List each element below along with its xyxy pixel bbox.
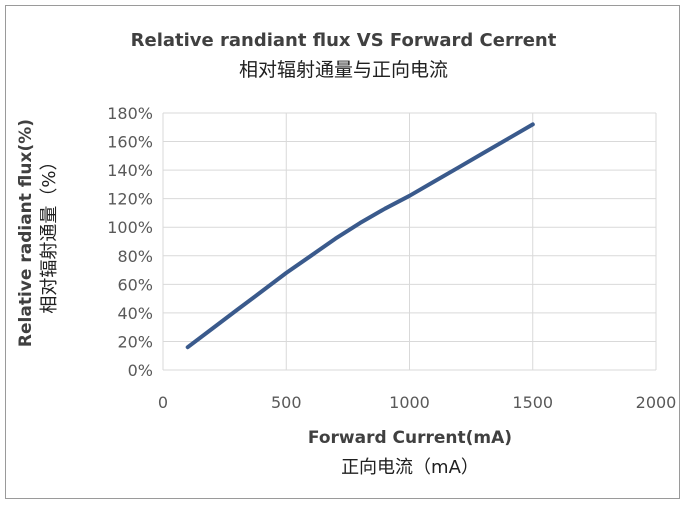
y-tick-label: 180% [107, 104, 153, 123]
x-tick-label: 500 [271, 393, 302, 412]
chart-frame [5, 5, 680, 499]
y-axis-label-secondary: 相对辐射通量（%） [39, 152, 60, 314]
y-tick-label: 160% [107, 133, 153, 152]
series-line [185, 122, 535, 350]
x-tick-label: 1500 [512, 393, 553, 412]
y-tick-label: 60% [117, 275, 153, 294]
chart-title: Relative randiant flux VS Forward Cerren… [130, 30, 557, 51]
y-tick-label: 40% [117, 304, 153, 323]
y-tick-labels: 0% 20% 40% 60% 80% 100% 120% 140% 160% 180% [107, 104, 153, 380]
y-axis-label-group: Relative radiant flux(%) 相对辐射通量（%） [14, 103, 84, 363]
y-tick-label: 0% [128, 361, 153, 380]
x-tick-label: 0 [158, 393, 168, 412]
y-tick-label: 20% [117, 332, 153, 351]
x-tick-label: 2000 [636, 393, 677, 412]
series-layer [185, 122, 535, 350]
x-tick-label: 1000 [389, 393, 430, 412]
x-axis-label-secondary: 正向电流（mA） [341, 457, 479, 478]
y-tick-label: 100% [107, 218, 153, 237]
x-axis-label: Forward Current(mA) [307, 428, 513, 448]
y-tick-label: 120% [107, 190, 153, 209]
x-tick-labels: 0 500 1000 1500 2000 [158, 393, 676, 412]
y-tick-label: 80% [117, 247, 153, 266]
chart-title-secondary: 相对辐射通量与正向电流 [238, 59, 448, 81]
y-tick-label: 140% [107, 161, 153, 180]
gridlines [162, 112, 657, 371]
y-axis-label: Relative radiant flux(%) [16, 118, 36, 348]
